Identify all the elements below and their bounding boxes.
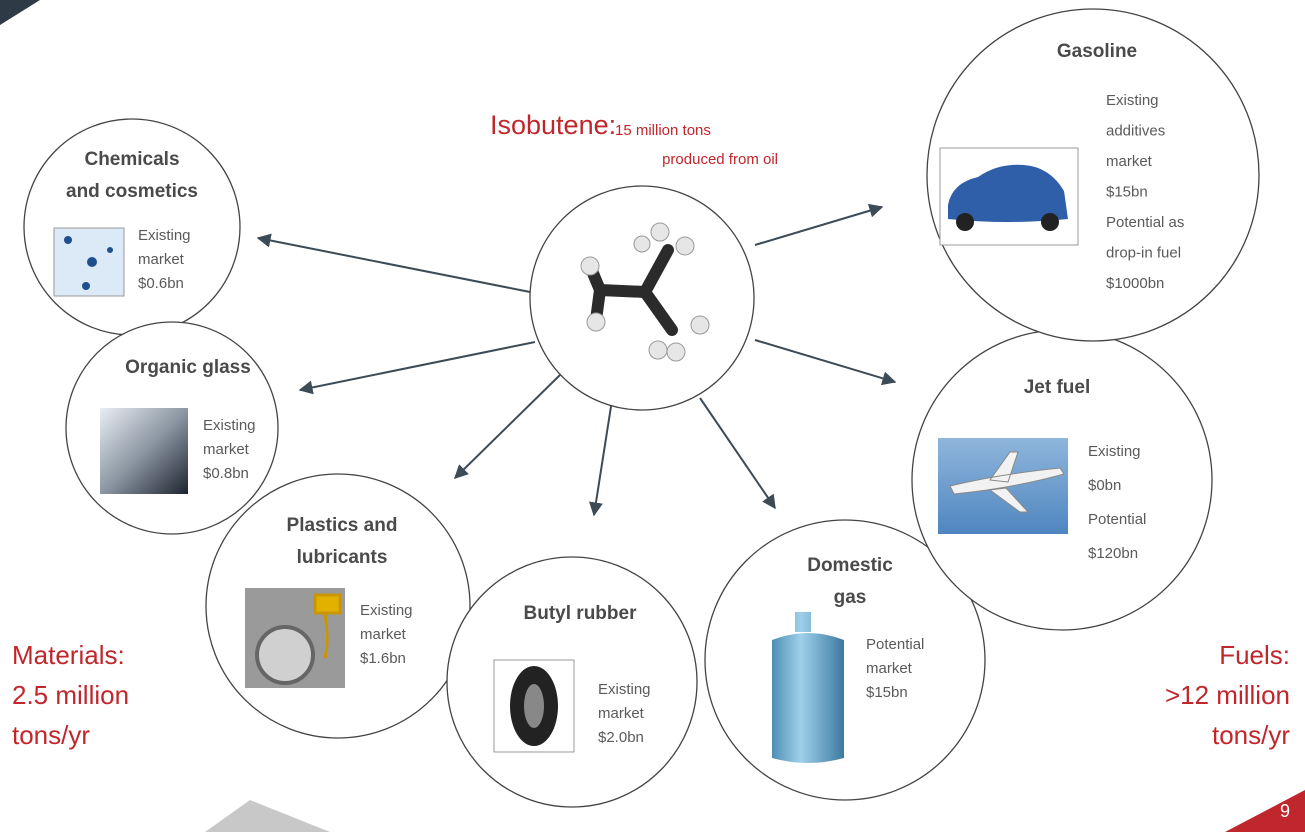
- gas-cylinder: [772, 612, 844, 763]
- node-detail: Potential as: [1106, 214, 1184, 231]
- node-detail: $1000bn: [1106, 275, 1164, 292]
- arrow: [699, 397, 776, 510]
- node-detail: Existing: [598, 681, 651, 698]
- node-detail: market: [866, 660, 913, 677]
- chemicals-dots: [64, 236, 113, 290]
- node-detail: $15bn: [866, 684, 908, 701]
- node-detail: market: [138, 251, 185, 268]
- node-detail: $15bn: [1106, 183, 1148, 200]
- glass-image: [100, 408, 188, 494]
- node-detail: Potential: [866, 636, 924, 653]
- gear: [255, 625, 315, 685]
- page-badge: [1225, 790, 1305, 832]
- arrows: [256, 203, 897, 517]
- node-title: Domestic: [807, 555, 893, 576]
- bottom-decoration: [205, 800, 330, 832]
- node-detail: Existing: [203, 417, 256, 434]
- side-label: 2.5 million: [12, 680, 129, 710]
- oil-pour: [313, 593, 342, 659]
- node-detail: Existing: [1106, 92, 1159, 109]
- node-detail: drop-in fuel: [1106, 244, 1181, 261]
- arrow: [754, 339, 897, 386]
- node-title: Gasoline: [1057, 41, 1137, 62]
- plane: [949, 451, 1065, 513]
- node-title: Chemicals: [84, 149, 179, 170]
- molecule: [580, 222, 710, 362]
- side-label: tons/yr: [1212, 720, 1290, 750]
- node-detail: $120bn: [1088, 545, 1138, 562]
- arrow: [589, 399, 613, 517]
- node-detail: Potential: [1088, 511, 1146, 528]
- node-detail: Existing: [1088, 443, 1141, 460]
- node-title: Plastics and: [287, 515, 398, 536]
- node-title: lubricants: [297, 547, 388, 568]
- side-label: Fuels:: [1219, 640, 1290, 670]
- node-title: Jet fuel: [1024, 377, 1091, 398]
- page-number: 9: [1280, 801, 1290, 821]
- node-detail: $0.6bn: [138, 275, 184, 292]
- node-detail: $2.0bn: [598, 729, 644, 746]
- node-detail: Existing: [138, 227, 191, 244]
- node-title: Organic glass: [125, 357, 251, 378]
- node-title: and cosmetics: [66, 181, 198, 202]
- side-label: >12 million: [1165, 680, 1290, 710]
- node-detail: additives: [1106, 122, 1165, 139]
- arrow: [454, 374, 561, 479]
- node-title: gas: [834, 587, 867, 608]
- node-detail: market: [203, 441, 250, 458]
- arrow: [754, 203, 884, 246]
- node-detail: market: [598, 705, 645, 722]
- node-detail: market: [1106, 153, 1153, 170]
- node-title: Butyl rubber: [524, 603, 638, 624]
- node-detail: Existing: [360, 602, 413, 619]
- node-detail: $0bn: [1088, 477, 1121, 494]
- car: [948, 164, 1068, 222]
- corner-decoration: [0, 0, 40, 25]
- center-subtitle: produced from oil: [662, 151, 778, 168]
- center-subtitle: 15 million tons: [615, 122, 711, 139]
- node-detail: market: [360, 626, 407, 643]
- side-label: tons/yr: [12, 720, 90, 750]
- side-label: Materials:: [12, 640, 125, 670]
- rim: [524, 684, 544, 728]
- arrow: [298, 341, 536, 395]
- node-detail: $0.8bn: [203, 465, 249, 482]
- node-detail: $1.6bn: [360, 650, 406, 667]
- center-title: Isobutene:: [490, 110, 616, 140]
- arrow: [256, 233, 531, 293]
- node-circle: [926, 8, 1260, 342]
